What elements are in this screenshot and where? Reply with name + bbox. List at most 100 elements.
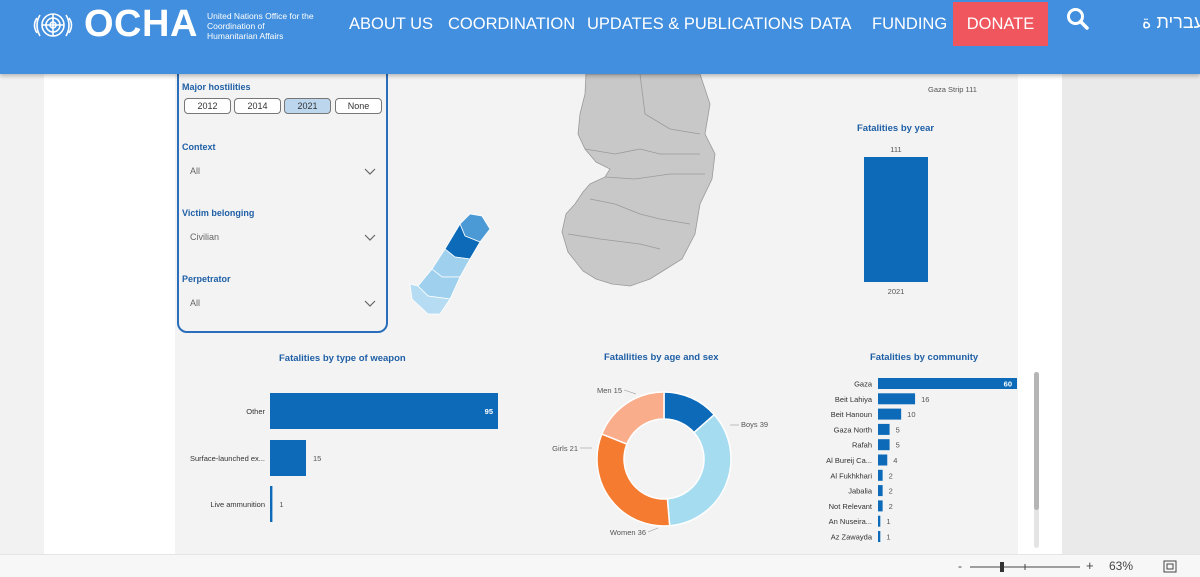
donut-label: Men 15 — [597, 386, 622, 395]
weapon-bar[interactable] — [270, 486, 273, 522]
gaza-strip-label: Gaza Strip 111 — [928, 85, 977, 94]
context-dropdown[interactable]: All — [182, 161, 380, 183]
zoom-slider-handle[interactable] — [1000, 562, 1004, 572]
community-chart-title: Fatalities by community — [870, 352, 979, 363]
community-bar[interactable] — [878, 393, 916, 405]
community-category-label: Gaza — [854, 380, 873, 389]
year-chip-none[interactable]: None — [335, 98, 382, 114]
weapon-category-label: Live ammunition — [210, 500, 265, 509]
community-category-label: Jabalia — [848, 487, 873, 496]
age-sex-chart-title: Fatallities by age and sex — [604, 352, 719, 363]
community-category-label: Beit Hanoun — [831, 410, 872, 419]
community-bar[interactable] — [878, 378, 1017, 389]
perpetrator-label: Perpetrator — [182, 274, 231, 284]
fit-to-page-icon[interactable] — [1163, 560, 1177, 573]
community-bar-value-label: 1 — [886, 517, 890, 526]
community-scroll-track[interactable] — [1034, 372, 1039, 548]
community-bar[interactable] — [878, 439, 890, 451]
rafah-shape[interactable] — [409, 283, 451, 315]
nav-updates-publications[interactable]: UPDATES & PUBLICATIONS — [587, 15, 804, 33]
community-bar[interactable] — [878, 408, 902, 420]
donut-label: Women 36 — [610, 528, 646, 537]
chevron-down-icon — [364, 300, 376, 307]
victim-belonging-dropdown[interactable]: Civilian — [182, 227, 380, 249]
community-scroll-thumb[interactable] — [1034, 372, 1039, 510]
community-category-label: Rafah — [852, 441, 872, 450]
donut-slice[interactable] — [596, 433, 671, 527]
year-bar-value-label: 111 — [890, 145, 901, 154]
context-value: All — [190, 166, 201, 176]
weapon-bar-value-label: 15 — [313, 454, 321, 463]
year-bar-2021[interactable] — [864, 157, 928, 282]
community-bar-value-label: 5 — [896, 425, 900, 434]
zoom-level: 63% — [1109, 559, 1134, 573]
west-bank-shape[interactable] — [561, 74, 716, 287]
zoom-in-button[interactable]: + — [1086, 558, 1094, 573]
logo-subtitle: United Nations Office for the Coordinati… — [207, 11, 314, 41]
community-bar[interactable] — [878, 531, 881, 542]
community-chart: Gaza 60 Beit Lahiya 16 Beit Hanoun 10 Gaza Nor… — [826, 378, 1017, 542]
community-category-label: Gaza North — [834, 425, 872, 434]
year-chart: 111 2021 — [864, 145, 928, 296]
nav-coordination[interactable]: COORDINATION — [448, 15, 576, 33]
donut-slice[interactable] — [600, 391, 665, 446]
zoom-slider[interactable] — [970, 561, 1080, 573]
nav-funding[interactable]: FUNDING — [872, 15, 948, 33]
community-category-label: Al Bureij Ca... — [826, 456, 872, 465]
community-category-label: Beit Lahiya — [835, 395, 873, 404]
zoom-out-button[interactable]: - — [958, 559, 962, 573]
community-bar-value-label: 5 — [896, 441, 900, 450]
perpetrator-dropdown[interactable]: All — [182, 293, 380, 315]
language-hebrew[interactable]: עברית — [1156, 12, 1200, 32]
major-hostilities-label: Major hostilities — [182, 82, 251, 92]
perpetrator-value: All — [190, 298, 201, 308]
community-bar[interactable] — [878, 454, 888, 466]
community-bar-value-label: 16 — [921, 395, 929, 404]
language-arabic-partial[interactable]: ة — [1142, 12, 1152, 32]
logo-wordmark[interactable]: OCHA — [84, 3, 198, 45]
weapon-chart: Other 95 Surface-launched ex... 15 Live ammu… — [190, 393, 498, 522]
weapon-chart-title: Fatalities by type of weapon — [279, 353, 406, 364]
community-bar[interactable] — [878, 500, 883, 512]
map[interactable] — [400, 74, 720, 324]
weapon-bar[interactable] — [270, 440, 306, 476]
nav-about-us[interactable]: ABOUT US — [349, 15, 434, 33]
community-bar-value-label: 10 — [907, 410, 915, 419]
year-chip-2014[interactable]: 2014 — [234, 98, 281, 114]
weapon-bar-value-label: 1 — [279, 500, 283, 509]
community-bar-value-label: 2 — [889, 487, 893, 496]
year-chip-2012[interactable]: 2012 — [184, 98, 231, 114]
donut-label: Girls 21 — [552, 444, 578, 453]
community-bar[interactable] — [878, 515, 881, 527]
site-header: OCHA United Nations Office for the Coord… — [0, 0, 1200, 74]
year-chart-title: Fatalities by year — [857, 123, 935, 134]
weapon-bar[interactable] — [270, 393, 498, 429]
community-bar[interactable] — [878, 423, 890, 435]
donate-button[interactable]: DONATE — [953, 2, 1048, 46]
community-category-label: Al Fukhkhari — [830, 471, 872, 480]
community-bar[interactable] — [878, 469, 883, 481]
report-footer-bar: - + 63% — [0, 554, 1200, 577]
community-category-label: Not Relevant — [829, 502, 873, 511]
age-sex-chart: Men 15 Boys 39 Girls 21 Women 36 — [552, 386, 768, 537]
un-emblem-icon[interactable] — [30, 5, 76, 45]
community-bar-value-label: 2 — [889, 471, 893, 480]
donut-slice[interactable] — [666, 413, 732, 527]
victim-belonging-label: Victim belonging — [182, 208, 255, 218]
year-category-label: 2021 — [888, 287, 905, 296]
year-chip-2021[interactable]: 2021 — [284, 98, 331, 114]
search-icon[interactable] — [1065, 6, 1091, 32]
victim-belonging-value: Civilian — [190, 232, 220, 242]
nav-data[interactable]: DATA — [810, 15, 852, 33]
community-bar-value-label: 1 — [886, 533, 890, 542]
weapon-category-label: Surface-launched ex... — [190, 454, 265, 463]
page-margin-left — [0, 74, 44, 577]
donut-label: Boys 39 — [741, 420, 768, 429]
community-bar[interactable] — [878, 485, 883, 497]
chevron-down-icon — [364, 168, 376, 175]
language-switcher[interactable]: עברית ة — [1128, 12, 1200, 33]
page-margin-right — [1062, 74, 1200, 554]
community-bar-value-label: 60 — [1004, 380, 1012, 389]
community-bar-value-label: 4 — [893, 456, 897, 465]
